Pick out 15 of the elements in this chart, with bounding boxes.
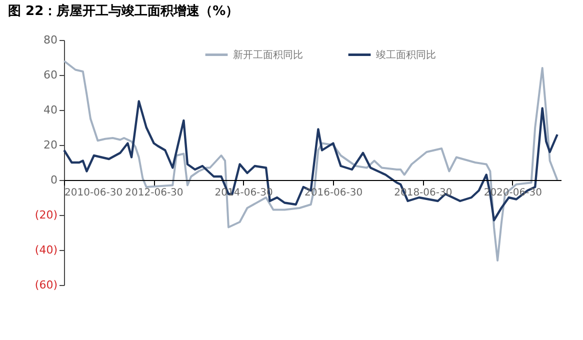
y-tick-label: 60	[44, 68, 58, 82]
x-tick-label: 2010-06-30	[64, 188, 123, 198]
y-tick-label: 80	[44, 34, 58, 46]
legend-label: 新开工面积同比	[233, 48, 303, 61]
x-tick-label: 2012-06-30	[125, 188, 184, 198]
y-tick-label: (60)	[34, 278, 58, 292]
legend-label: 竣工面积同比	[376, 48, 436, 61]
y-tick-label: 40	[44, 104, 58, 116]
y-tick-label: 20	[44, 138, 58, 152]
chart-title: 图 22：房屋开工与竣工面积增速（%）	[8, 3, 239, 19]
y-tick-label: (20)	[34, 208, 58, 222]
line-series	[63, 60, 558, 262]
y-tick-label: 0	[50, 174, 58, 186]
line-series	[63, 100, 558, 222]
y-tick-label: (40)	[34, 244, 58, 256]
